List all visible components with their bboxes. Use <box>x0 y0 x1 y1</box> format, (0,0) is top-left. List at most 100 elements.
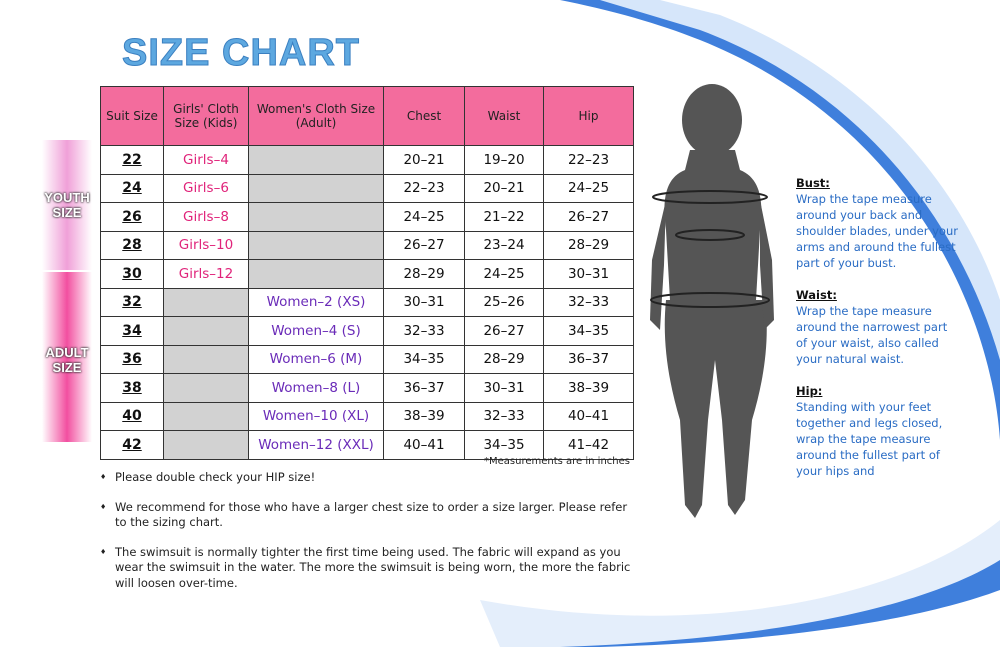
cell: 26–27 <box>383 230 465 260</box>
header-cell: Suit Size <box>100 86 164 146</box>
cell: 21–22 <box>464 202 544 232</box>
cell: 40 <box>100 401 164 431</box>
cell: Women–4 (S) <box>248 316 384 346</box>
empty-cell <box>163 401 249 431</box>
cell: Girls–4 <box>163 145 249 175</box>
empty-cell <box>248 202 384 232</box>
table-row: 40 Women–10 (XL) 38–39 32–33 40–41 <box>100 401 634 431</box>
cell: 30–31 <box>383 287 465 317</box>
cell: 34–35 <box>464 430 544 460</box>
cell: 22–23 <box>543 145 634 175</box>
silhouette <box>650 84 774 518</box>
guide-heading: Hip: <box>796 384 823 398</box>
youth-band <box>42 140 92 270</box>
cell: 26–27 <box>543 202 634 232</box>
guide-heading: Waist: <box>796 288 837 302</box>
cell: 34–35 <box>543 316 634 346</box>
cell: 24–25 <box>383 202 465 232</box>
cell: Girls–6 <box>163 173 249 203</box>
cell: 32–33 <box>383 316 465 346</box>
side-label: YOUTH SIZE <box>44 190 90 220</box>
cell: 34–35 <box>383 344 465 374</box>
table-row: 42 Women–12 (XXL) 40–41 34–35 41–42 <box>100 430 634 460</box>
side-label: ADULT SIZE <box>45 345 89 375</box>
cell: 32–33 <box>543 287 634 317</box>
empty-cell <box>248 259 384 289</box>
cell: 25–26 <box>464 287 544 317</box>
empty-cell <box>163 316 249 346</box>
title: SIZE CHART <box>122 32 360 75</box>
bullet: The swimsuit is normally tighter the fir… <box>100 545 640 592</box>
cell: 41–42 <box>543 430 634 460</box>
measure-guide: Bust: Wrap the tape measure around your b… <box>796 175 958 495</box>
cell: 28 <box>100 230 164 260</box>
cell: Girls–8 <box>163 202 249 232</box>
guide-text: Wrap the tape measure around your back a… <box>796 192 958 270</box>
cell: 36–37 <box>383 373 465 403</box>
cell: 19–20 <box>464 145 544 175</box>
empty-cell <box>248 230 384 260</box>
table-row: 36 Women–6 (M) 34–35 28–29 36–37 <box>100 344 634 374</box>
bullet: We recommend for those who have a larger… <box>100 500 640 531</box>
cell: 26–27 <box>464 316 544 346</box>
empty-cell <box>248 173 384 203</box>
cell: 22–23 <box>383 173 465 203</box>
cell: 40–41 <box>543 401 634 431</box>
cell: Women–2 (XS) <box>248 287 384 317</box>
cell: 24–25 <box>464 259 544 289</box>
cell: 34 <box>100 316 164 346</box>
table-row: 32 Women–2 (XS) 30–31 25–26 32–33 <box>100 287 634 317</box>
table-row: 34 Women–4 (S) 32–33 26–27 34–35 <box>100 316 634 346</box>
bullets: Please double check your HIP size! We rec… <box>100 470 640 605</box>
table-row: 30 Girls–12 28–29 24–25 30–31 <box>100 259 634 289</box>
header-cell: Waist <box>464 86 544 146</box>
cell: Girls–12 <box>163 259 249 289</box>
cell: 38–39 <box>543 373 634 403</box>
cell: 30–31 <box>543 259 634 289</box>
cell: 20–21 <box>383 145 465 175</box>
cell: Girls–10 <box>163 230 249 260</box>
cell: 24 <box>100 173 164 203</box>
cell: 24–25 <box>543 173 634 203</box>
cell: 30–31 <box>464 373 544 403</box>
cell: 28–29 <box>543 230 634 260</box>
cell: 20–21 <box>464 173 544 203</box>
cell: 28–29 <box>383 259 465 289</box>
adult-band <box>42 272 92 442</box>
note: *Measurements are in inches <box>484 456 631 467</box>
header-cell: Women's Cloth Size (Adult) <box>248 86 384 146</box>
cell: 32–33 <box>464 401 544 431</box>
cell: 22 <box>100 145 164 175</box>
table-row: 24 Girls–6 22–23 20–21 24–25 <box>100 173 634 203</box>
cell: 38–39 <box>383 401 465 431</box>
header-row: Suit Size Girls' Cloth Size (Kids) Women's… <box>100 86 634 146</box>
guide-heading: Bust: <box>796 176 830 190</box>
cell: 36 <box>100 344 164 374</box>
empty-cell <box>163 373 249 403</box>
empty-cell <box>248 145 384 175</box>
cell: 40–41 <box>383 430 465 460</box>
cell: 36–37 <box>543 344 634 374</box>
cell: 28–29 <box>464 344 544 374</box>
header-cell: Hip <box>543 86 634 146</box>
empty-cell <box>163 430 249 460</box>
table-row: 26 Girls–8 24–25 21–22 26–27 <box>100 202 634 232</box>
header-cell: Chest <box>383 86 465 146</box>
cell: 30 <box>100 259 164 289</box>
header-cell: Girls' Cloth Size (Kids) <box>163 86 249 146</box>
cell: 42 <box>100 430 164 460</box>
guide-text: Standing with your feet together and leg… <box>796 400 943 478</box>
cell: Women–10 (XL) <box>248 401 384 431</box>
empty-cell <box>163 287 249 317</box>
cell: 38 <box>100 373 164 403</box>
empty-cell <box>163 344 249 374</box>
guide-text: Wrap the tape measure around the narrowe… <box>796 304 948 366</box>
table-row: 38 Women–8 (L) 36–37 30–31 38–39 <box>100 373 634 403</box>
bullet: Please double check your HIP size! <box>100 470 640 486</box>
table-row: 28 Girls–10 26–27 23–24 28–29 <box>100 230 634 260</box>
cell: Women–8 (L) <box>248 373 384 403</box>
cell: 23–24 <box>464 230 544 260</box>
cell: Women–6 (M) <box>248 344 384 374</box>
